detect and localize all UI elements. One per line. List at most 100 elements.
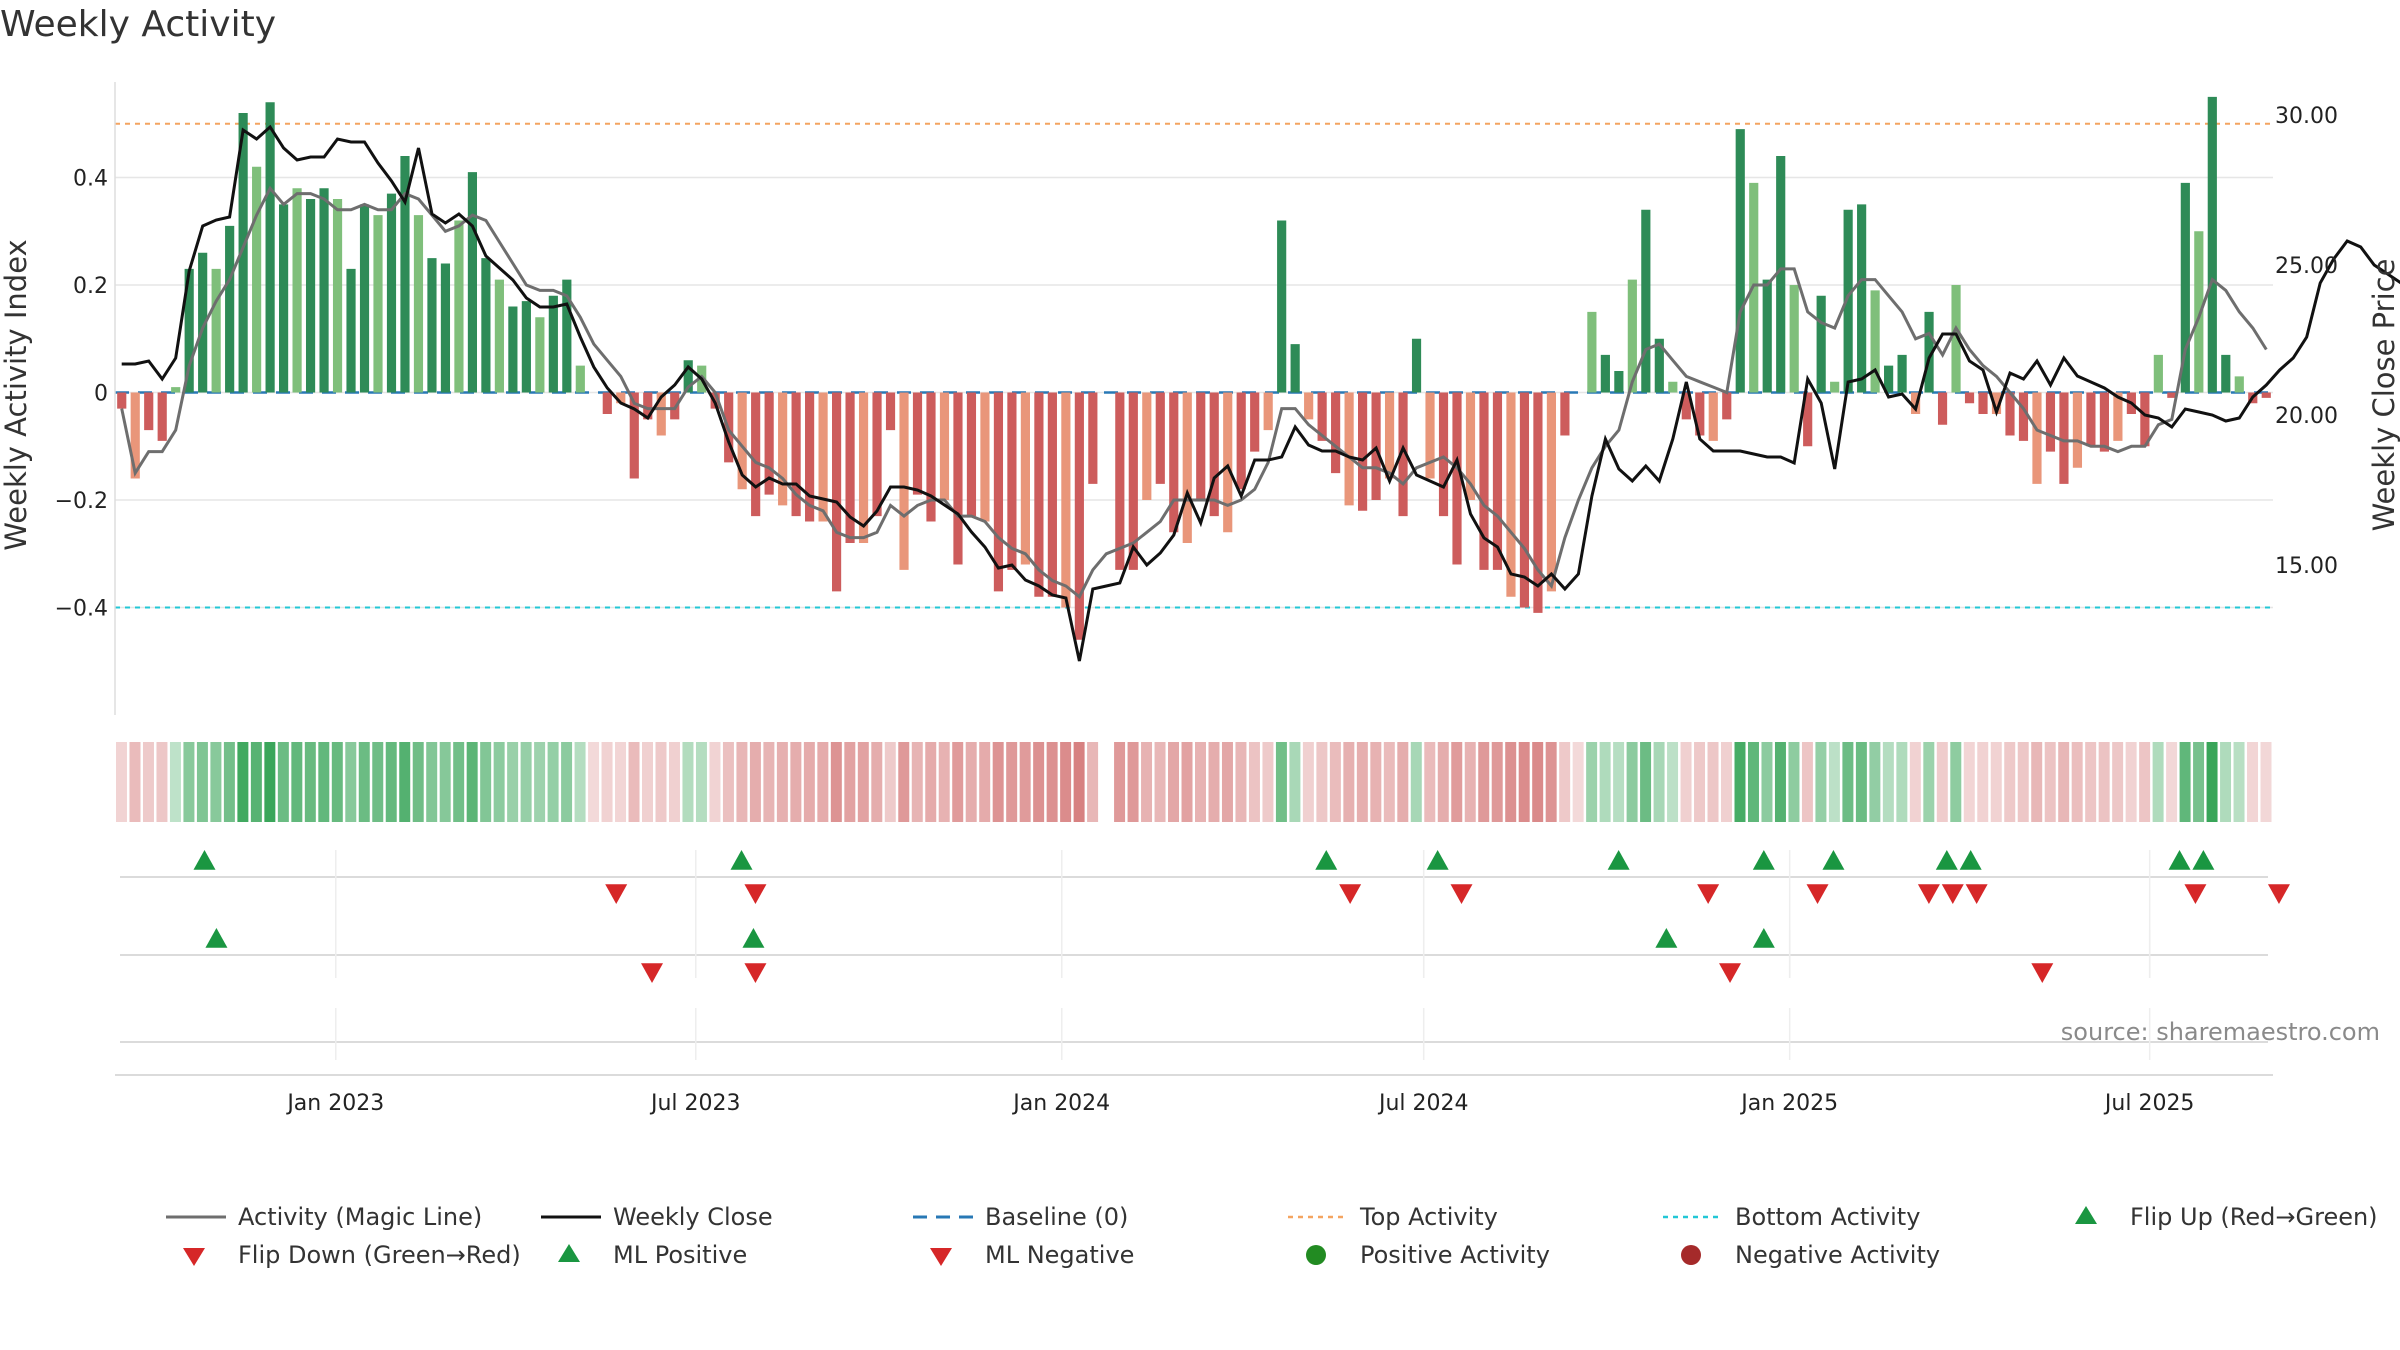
heat-strip-cell <box>642 742 653 822</box>
activity-bar <box>778 392 788 506</box>
activity-bar <box>2167 392 2177 398</box>
activity-bar <box>2261 392 2271 398</box>
activity-bar <box>2207 96 2217 393</box>
activity-bar <box>1142 392 1152 500</box>
y2-tick-label: 25.00 <box>2275 254 2338 279</box>
heat-strip-cell <box>1963 742 1975 822</box>
heat-strip-cell <box>1572 742 1584 822</box>
heat-strip-cell <box>1127 742 1139 822</box>
activity-bar <box>1209 392 1219 517</box>
heat-strip-cell <box>1626 742 1638 822</box>
date-tick-label: Jul 2025 <box>2103 1091 2195 1116</box>
heat-strip-cell <box>196 742 208 822</box>
flip-up-marker <box>1822 850 1845 870</box>
heat-strip-cell <box>884 742 896 822</box>
heat-strip-cell <box>736 742 748 822</box>
activity-bar <box>1587 311 1597 393</box>
heat-strip-cell <box>628 742 640 822</box>
activity-bar <box>1533 392 1543 613</box>
ml-negative-marker <box>1719 963 1742 983</box>
activity-bar <box>117 392 127 409</box>
heat-strip-cell <box>1370 742 1382 822</box>
activity-bar <box>413 215 424 393</box>
flip-up-marker <box>2192 850 2215 870</box>
y-tick-label: −0.4 <box>55 597 108 622</box>
activity-bar <box>1937 392 1948 425</box>
activity-bar <box>818 392 828 522</box>
activity-bar <box>198 252 208 393</box>
activity-bar <box>130 392 140 479</box>
y2-tick-label: 15.00 <box>2275 554 2338 579</box>
heat-strip-cell <box>1168 742 1180 822</box>
heat-strip-cell <box>817 742 829 822</box>
heat-strip-cell <box>1990 742 2002 822</box>
activity-bar <box>2072 392 2083 468</box>
activity-bar <box>737 392 747 490</box>
flip-down-marker <box>1965 884 1988 904</box>
heat-strip-cell <box>803 742 815 822</box>
activity-bar <box>211 268 221 393</box>
activity-bar <box>1438 392 1449 517</box>
y-tick-label: 0.2 <box>73 274 108 299</box>
heat-strip-cell <box>1478 742 1490 822</box>
activity-bar <box>359 204 370 393</box>
activity-bar <box>1034 392 1044 597</box>
legend-swatch <box>930 1248 952 1266</box>
date-tick-label: Jul 2023 <box>649 1091 741 1116</box>
flip-down-marker <box>1941 884 1964 904</box>
heat-strip-cell <box>183 742 195 822</box>
heat-strip-cell <box>156 742 168 822</box>
activity-bar <box>1978 392 1988 414</box>
heat-strip-cell <box>493 742 505 822</box>
legend-label: ML Positive <box>613 1241 747 1269</box>
heat-strip-cell <box>466 742 478 822</box>
heat-strip-cell <box>1909 742 1921 822</box>
reference-lines-layer <box>115 122 2273 609</box>
heat-strip-cell <box>1532 742 1544 822</box>
heat-strip-cell <box>1801 742 1813 822</box>
heat-strip-cell <box>1262 742 1274 822</box>
activity-bar <box>656 392 666 436</box>
activity-bar <box>521 301 531 393</box>
activity-bar <box>2099 392 2109 452</box>
heat-strip-cell <box>169 742 181 822</box>
flip-down-marker <box>744 884 767 904</box>
heat-strip-cell <box>1977 742 1989 822</box>
flip-down-marker <box>1697 884 1720 904</box>
heat-strip-cell <box>2247 742 2259 822</box>
activity-bar <box>2032 392 2042 484</box>
heat-strip-cell <box>898 742 910 822</box>
heat-strip-cell <box>1518 742 1530 822</box>
flip-up-marker <box>1426 850 1449 870</box>
heat-strip-cell <box>142 742 154 822</box>
date-tick-label: Jan 2025 <box>1739 1091 1838 1116</box>
activity-bar <box>2059 392 2069 484</box>
activity-bar <box>953 392 963 565</box>
activity-bar <box>508 306 518 393</box>
heat-strip-cell <box>358 742 370 822</box>
activity-bar <box>332 199 343 393</box>
heat-strip-cell <box>655 742 667 822</box>
flip-up-marker <box>1315 850 1338 870</box>
source-label: source: sharemaestro.com <box>2061 1018 2380 1046</box>
heat-strip-cell <box>372 742 384 822</box>
activity-bar <box>1519 392 1530 608</box>
heat-strip-cell <box>1046 742 1058 822</box>
activity-bar <box>467 172 478 393</box>
activity-bar <box>427 258 437 393</box>
heat-strip-cell <box>534 742 546 822</box>
heat-strip-cell <box>1019 742 1031 822</box>
date-tick-label: Jul 2024 <box>1377 1091 1469 1116</box>
heat-strip-cell <box>1599 742 1611 822</box>
ml-negative-marker <box>2031 963 2054 983</box>
heat-strip-cell <box>1275 742 1287 822</box>
activity-bar <box>764 392 774 495</box>
activity-bar <box>1803 392 1813 447</box>
heat-strip-cell <box>2085 742 2097 822</box>
legend-label: Flip Down (Green→Red) <box>238 1241 521 1269</box>
heat-strip-cell <box>1221 742 1233 822</box>
heat-strip-cell <box>992 742 1004 822</box>
activity-bar <box>1250 392 1260 452</box>
heat-strip-cell <box>250 742 262 822</box>
heat-strip-cell <box>1343 742 1355 822</box>
